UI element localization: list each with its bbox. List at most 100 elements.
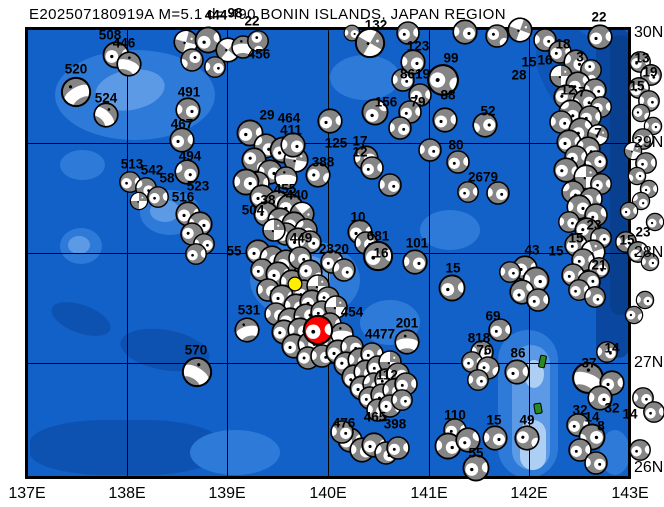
focal-mechanism-label: 55 xyxy=(468,445,484,461)
focal-mechanism-label: 14 xyxy=(584,409,600,425)
y-axis-tick-label: 27N xyxy=(634,354,664,371)
y-axis-tick-label: 26N xyxy=(634,459,664,476)
bathymetry-patch xyxy=(520,420,546,470)
focal-mechanism-label: 23 xyxy=(635,224,651,240)
focal-mechanism-label: 7 xyxy=(594,125,602,141)
focal-mechanism-label: 15 xyxy=(568,230,584,246)
x-axis-tick-label: 137E xyxy=(8,485,46,502)
focal-mechanism-label: 455 xyxy=(273,181,297,197)
focal-mechanism-label: 456 xyxy=(247,46,271,62)
bathymetry-patch xyxy=(330,55,400,100)
focal-mechanism-label: 12 xyxy=(352,144,368,160)
y-axis-tick-label: 29N xyxy=(634,134,664,151)
focal-mechanism-label: 8619 xyxy=(399,66,431,82)
focal-mechanism xyxy=(643,401,664,423)
island xyxy=(533,402,543,415)
focal-mechanism-label: 3 xyxy=(576,49,584,65)
focal-mechanism-label: 8 xyxy=(597,418,605,434)
x-axis-tick-label: 138E xyxy=(108,485,146,502)
focal-mechanism-label: 524 xyxy=(94,90,118,106)
focal-mechanism-label: 79 xyxy=(410,94,426,110)
focal-mechanism-label: 32 xyxy=(604,400,620,416)
focal-mechanism xyxy=(626,166,647,186)
focal-mechanism-label: 440 xyxy=(285,187,309,203)
x-axis-tick-label: 141E xyxy=(410,485,448,502)
bathymetry-patch xyxy=(600,430,629,475)
focal-mechanism-label: 15 xyxy=(619,232,635,248)
focal-mechanism-label: 29 xyxy=(259,107,275,123)
focal-mechanism-label: 542 xyxy=(140,162,164,178)
focal-mechanism-label: 88 xyxy=(440,87,456,103)
bathymetry-patch xyxy=(190,430,280,475)
focal-mechanism-label: 14 xyxy=(622,406,638,422)
focal-mechanism-label: 4477 xyxy=(364,326,396,342)
focal-mechanism-label: 491 xyxy=(177,84,201,100)
focal-mechanism-label: 23 xyxy=(586,217,602,233)
focal-mechanism-label: 12 xyxy=(560,82,576,98)
focal-mechanism-label: 43 xyxy=(524,242,540,258)
grid-line xyxy=(27,143,629,144)
focal-mechanism-label: 388 xyxy=(311,154,335,170)
focal-mechanism-label: 16 xyxy=(537,52,553,68)
focal-mechanism-label: 80 xyxy=(448,137,464,153)
focal-mechanism-label: 10 xyxy=(350,209,366,225)
focal-mechanism xyxy=(639,179,659,199)
focal-mechanism-label: 86 xyxy=(510,345,526,361)
focal-mechanism-label: 508 xyxy=(98,27,122,43)
focal-mechanism-label: 99 xyxy=(443,50,459,66)
focal-mechanism-label: 15 xyxy=(548,243,564,259)
focal-mechanism-label: 76 xyxy=(476,342,492,358)
bathymetry-patch xyxy=(60,150,105,180)
focal-mechanism-label: 504 xyxy=(241,202,265,218)
focal-mechanism xyxy=(635,290,655,310)
focal-mechanism-label: 55 xyxy=(226,243,242,259)
focal-mechanism-label: 156 xyxy=(374,94,398,110)
focal-mechanism-label: 398 xyxy=(383,416,407,432)
focal-mechanism-label: 101 xyxy=(405,235,429,251)
focal-mechanism-label: 2679 xyxy=(467,169,499,185)
focal-mechanism-label: 15 xyxy=(486,412,502,428)
focal-mechanism-label: 520 xyxy=(64,61,88,77)
y-axis-tick-label: 28N xyxy=(634,244,664,261)
bathymetry-patch xyxy=(68,236,90,254)
focal-mechanism-label: 22 xyxy=(244,13,260,29)
x-axis-tick-label: 140E xyxy=(309,485,347,502)
focal-mechanism-label: 516 xyxy=(171,189,195,205)
focal-mechanism-label: 411 xyxy=(280,122,302,138)
x-axis-tick-label: 139E xyxy=(208,485,246,502)
focal-mechanism-label: 7 xyxy=(578,84,586,100)
focal-mechanism-label: 21 xyxy=(591,257,607,273)
focal-mechanism-label: 446 xyxy=(112,35,136,51)
focal-mechanism-label: 52 xyxy=(480,103,496,119)
focal-mechanism-label: 14 xyxy=(604,340,620,356)
focal-mechanism-label: 132 xyxy=(364,17,388,33)
focal-mechanism-label: 28 xyxy=(511,67,527,83)
focal-mechanism-label: 112 xyxy=(376,367,398,383)
y-axis-tick-label: 30N xyxy=(634,24,664,41)
focal-mechanism-label: 32 xyxy=(572,402,588,418)
focal-mechanism-label: 476 xyxy=(332,415,356,431)
focal-mechanism xyxy=(630,191,651,211)
bathymetry-patch xyxy=(47,295,115,343)
focal-mechanism-label: 467 xyxy=(170,116,194,132)
focal-mechanism-label: 818 xyxy=(467,330,491,346)
focal-mechanism-label: 531 xyxy=(237,302,261,318)
map-title: E202507180919A M=5.1 d= 490 BONIN ISLAND… xyxy=(29,6,506,23)
bathymetry-patch xyxy=(30,420,220,475)
focal-mechanism-label: 98 xyxy=(227,5,243,21)
bathymetry-patch xyxy=(280,255,330,295)
focal-mechanism-label: 19 xyxy=(642,64,658,80)
focal-mechanism-label: 125 xyxy=(324,135,348,151)
focal-mechanism-label: 444 xyxy=(204,7,228,23)
focal-mechanism-label: 49 xyxy=(519,412,535,428)
focal-mechanism xyxy=(631,103,652,123)
focal-mechanism-label: 681 xyxy=(366,228,390,244)
focal-mechanism-label: 15 xyxy=(629,78,645,94)
focal-mechanism-label: 465 xyxy=(363,409,387,425)
focal-mechanism-label: 449 xyxy=(289,230,313,246)
focal-mechanism-label: 38 xyxy=(260,192,276,208)
focal-mechanism-label: 15 xyxy=(521,54,537,70)
focal-mechanism-label: 201 xyxy=(395,315,419,331)
bathymetry-patch xyxy=(610,35,629,315)
